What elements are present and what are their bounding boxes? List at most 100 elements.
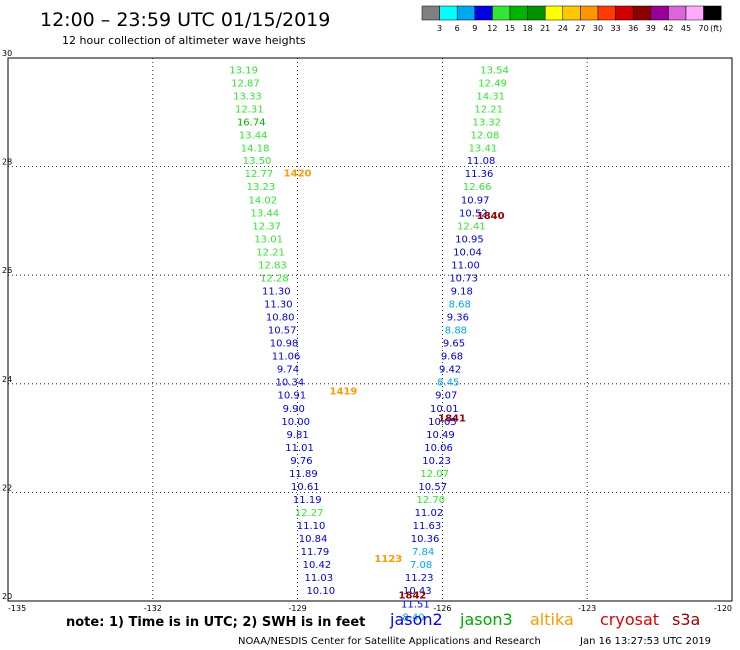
wave-height-value: 10.00: [281, 417, 310, 428]
wave-height-value: 7.84: [412, 547, 434, 558]
footer-note: note: 1) Time is in UTC; 2) SWH is in fe…: [66, 615, 365, 630]
x-tick-label: -129: [289, 604, 307, 613]
pass-time-labels: 1420 1419 1840 1841 1123 1842: [284, 169, 505, 602]
wave-height-value: 9.81: [286, 430, 308, 441]
wave-height-value: 11.00: [451, 260, 480, 271]
grid-lines: [8, 58, 732, 601]
color-scale-label: 12: [487, 24, 497, 33]
wave-height-value: 10.97: [461, 195, 490, 206]
color-swatch: [456, 5, 476, 21]
y-tick-label: 24: [2, 375, 12, 384]
color-swatch: [632, 5, 652, 21]
wave-height-value: 11.08: [467, 156, 496, 167]
wave-height-value: 10.49: [426, 430, 455, 441]
wave-height-value: 12.21: [256, 247, 285, 258]
wave-height-value: 13.23: [247, 182, 276, 193]
wave-height-value: 10.98: [270, 339, 299, 350]
wave-height-value: 8.68: [449, 300, 471, 311]
color-swatch: [562, 5, 581, 21]
pass-time-label: 1840: [477, 211, 505, 222]
x-tick-label: -120: [714, 604, 732, 613]
wave-height-value: 9.07: [435, 391, 457, 402]
wave-height-value: 12.27: [295, 508, 324, 519]
color-scale-label: 6: [455, 24, 460, 33]
wave-height-value: 10.04: [453, 247, 482, 258]
wave-height-value: 12.21: [474, 105, 503, 116]
wave-height-value: 16.74: [237, 118, 266, 129]
color-scale-label: 24: [558, 24, 568, 33]
wave-height-value: 12.37: [252, 221, 281, 232]
wave-height-value: 9.90: [283, 404, 305, 415]
pass-time-label: 1123: [374, 554, 402, 565]
wave-height-value: 9.18: [451, 286, 473, 297]
color-scale-label: 33: [611, 24, 621, 33]
wave-height-value: 9.74: [277, 365, 299, 376]
color-scale-label: 27: [575, 24, 585, 33]
wave-height-value: 12.41: [457, 221, 486, 232]
wave-height-value: 11.30: [262, 286, 291, 297]
color-swatch: [580, 5, 599, 21]
wave-height-value: 10.57: [268, 326, 297, 337]
wave-height-value: 9.36: [447, 313, 469, 324]
pass-time-label: 1842: [399, 591, 427, 602]
legend-jason3: jason3: [459, 610, 513, 629]
x-axis-ticks: -135 -132 -129 -126 -123 -120: [8, 604, 732, 613]
plot-frame: [7, 57, 733, 602]
wave-height-value: 10.52: [459, 208, 488, 219]
color-swatch: [509, 5, 528, 21]
footer-credit: NOAA/NESDIS Center for Satellite Applica…: [238, 636, 541, 647]
color-swatch: [597, 5, 616, 21]
color-scale-label: 15: [505, 24, 515, 33]
legend-altika: altika: [530, 610, 574, 629]
color-scale-label: 36: [628, 24, 638, 33]
wave-height-value: 10.57: [418, 482, 447, 493]
color-swatch: [544, 5, 564, 21]
wave-height-value: 10.42: [303, 560, 332, 571]
satellite-legend: jason2 jason3 altika cryosat s3a: [389, 610, 700, 629]
wave-height-value: 13.01: [254, 234, 283, 245]
color-scale-label: 3: [437, 24, 442, 33]
wave-height-value: 8.88: [445, 326, 467, 337]
color-swatch: [685, 5, 704, 21]
wave-height-value: 9.42: [439, 365, 461, 376]
wave-height-value: 11.79: [301, 547, 330, 558]
y-tick-label: 30: [2, 49, 12, 58]
x-tick-label: -132: [144, 604, 162, 613]
color-scale-label: 30: [593, 24, 603, 33]
wave-height-value: 13.44: [239, 131, 268, 142]
chart-subtitle: 12 hour collection of altimeter wave hei…: [62, 34, 306, 47]
wave-height-value: 10.43: [403, 586, 432, 597]
y-axis-ticks: 20 22 24 26 28 30: [2, 49, 12, 601]
wave-height-value: 13.41: [469, 144, 498, 155]
x-tick-label: -126: [433, 604, 451, 613]
x-tick-label: -123: [578, 604, 596, 613]
wave-height-value: 10.84: [299, 534, 328, 545]
wave-height-value: 10.73: [449, 273, 478, 284]
wave-height-value: 12.77: [245, 169, 274, 180]
wave-height-value: 13.44: [250, 208, 279, 219]
wave-height-value: 7.08: [410, 560, 432, 571]
wave-height-value: 11.63: [413, 521, 442, 532]
wave-height-value: 10.23: [422, 456, 451, 467]
wave-height-value: 14.18: [241, 144, 270, 155]
wave-height-value: 9.68: [441, 352, 463, 363]
color-scale-label: 39: [646, 24, 656, 33]
wave-height-value: 10.91: [277, 391, 306, 402]
pass-time-label: 1419: [330, 386, 358, 397]
wave-height-value: 13.19: [229, 65, 258, 76]
wave-height-value: 10.06: [424, 443, 453, 454]
wave-height-value: 8.40: [402, 612, 424, 623]
color-swatch: [668, 5, 687, 21]
wave-height-value: 11.51: [401, 599, 430, 610]
wave-height-value: 12.70: [416, 495, 445, 506]
color-scale-label: 45: [681, 24, 691, 33]
wave-height-value: 12.49: [478, 79, 507, 90]
y-tick-label: 22: [2, 483, 12, 492]
legend-cryosat: cryosat: [600, 610, 659, 629]
color-scale-label: 18: [523, 24, 533, 33]
color-swatch: [439, 5, 458, 21]
color-swatch: [650, 5, 669, 21]
chart-title: 12:00 – 23:59 UTC 01/15/2019: [40, 9, 330, 31]
wave-height-value: 14.02: [249, 195, 278, 206]
